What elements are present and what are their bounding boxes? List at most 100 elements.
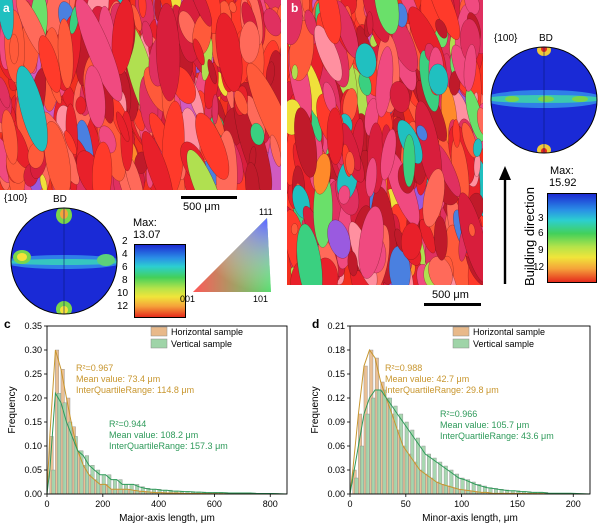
color-scale-a bbox=[134, 244, 186, 318]
grain bbox=[327, 219, 351, 259]
grain bbox=[326, 107, 344, 165]
y-tick-label: 0.15 bbox=[24, 417, 42, 427]
grain bbox=[64, 130, 77, 155]
panel-label-d: d bbox=[312, 317, 320, 331]
bar bbox=[410, 429, 415, 495]
legend-swatch bbox=[452, 338, 470, 349]
grain bbox=[269, 134, 281, 167]
max-label-a: Max: bbox=[133, 217, 157, 229]
bar bbox=[112, 479, 117, 495]
bar bbox=[371, 397, 376, 495]
grain bbox=[291, 64, 299, 80]
panel-label-c: c bbox=[4, 317, 11, 331]
pole-figure-a bbox=[10, 207, 118, 315]
annotation-mean: Mean value: 105.7 μm bbox=[440, 420, 529, 430]
bar bbox=[460, 477, 465, 495]
annotation-r2: R²=0.967 bbox=[76, 363, 113, 373]
bar bbox=[404, 421, 409, 495]
grain bbox=[464, 0, 480, 15]
bar bbox=[399, 413, 404, 495]
y-tick-label: 0.30 bbox=[24, 345, 42, 355]
x-tick-label: 0 bbox=[44, 499, 49, 509]
grain bbox=[468, 223, 476, 237]
scale-level-b-4: 12 bbox=[533, 262, 545, 273]
annotation-iqr: InterQuartileRange: 43.6 μm bbox=[440, 431, 554, 441]
grain bbox=[263, 8, 281, 37]
y-tick-label: 0.03 bbox=[327, 465, 345, 475]
scale-bar-text-b: 500 μm bbox=[432, 289, 469, 301]
ipf-label-111: 111 bbox=[259, 207, 273, 217]
grain bbox=[296, 223, 323, 285]
grain bbox=[366, 11, 374, 36]
grain bbox=[345, 151, 355, 175]
grain bbox=[195, 112, 230, 180]
scale-level-a-5: 10 bbox=[117, 288, 129, 299]
ipf-color-key bbox=[193, 218, 271, 292]
grain bbox=[365, 157, 378, 198]
annotation-mean: Mean value: 108.2 μm bbox=[109, 430, 198, 440]
y-tick-label: 0.12 bbox=[327, 393, 345, 403]
scale-level-a-4: 8 bbox=[122, 275, 128, 286]
grain bbox=[422, 168, 445, 228]
scale-level-b-2: 6 bbox=[538, 228, 544, 239]
grain bbox=[476, 107, 483, 136]
grain bbox=[234, 90, 249, 115]
legend-label: Horizontal sample bbox=[473, 327, 545, 337]
bar bbox=[365, 413, 370, 495]
grain bbox=[416, 125, 428, 141]
ipf-label-001: 001 bbox=[180, 294, 196, 304]
x-tick-label: 200 bbox=[95, 499, 110, 509]
grain bbox=[16, 65, 48, 152]
bar bbox=[393, 405, 398, 495]
ebsd-map-b bbox=[287, 0, 483, 285]
annotation-iqr: InterQuartileRange: 29.8 μm bbox=[385, 385, 499, 395]
grain bbox=[318, 0, 342, 45]
x-tick-label: 100 bbox=[454, 499, 469, 509]
legend-label: Vertical sample bbox=[171, 339, 232, 349]
x-tick-label: 150 bbox=[510, 499, 525, 509]
x-axis-label: Major-axis length, μm bbox=[119, 513, 215, 524]
y-tick-label: 0.00 bbox=[24, 489, 42, 499]
grain bbox=[207, 59, 217, 85]
panel-label-b: b bbox=[291, 1, 299, 15]
ebsd-map-a bbox=[0, 0, 281, 190]
grain bbox=[452, 119, 461, 148]
ipf-label-101: 101 bbox=[253, 294, 269, 304]
annotation-r2: R²=0.944 bbox=[109, 419, 146, 429]
annotation-iqr: InterQuartileRange: 114.8 μm bbox=[76, 385, 194, 395]
scale-level-a-1: 2 bbox=[122, 236, 128, 247]
max-value-a: 13.07 bbox=[133, 229, 161, 241]
y-tick-label: 0.15 bbox=[327, 369, 345, 379]
grain bbox=[75, 96, 87, 115]
scale-level-a-6: 12 bbox=[117, 301, 129, 312]
grain bbox=[141, 131, 174, 190]
grain bbox=[347, 250, 358, 277]
grain bbox=[141, 20, 153, 48]
histogram-minor-axis: 0.00 0.03 0.06 0.09 0.12 0.15 0.18 0.21 0 50 100 15… bbox=[310, 321, 591, 524]
grain bbox=[314, 25, 343, 82]
grain bbox=[43, 121, 72, 190]
grain bbox=[0, 0, 14, 40]
building-direction-arrow bbox=[499, 166, 511, 284]
y-tick-label: 0.10 bbox=[24, 441, 42, 451]
scale-bar-line-a bbox=[181, 196, 237, 199]
grain bbox=[375, 46, 394, 118]
grain bbox=[338, 185, 351, 205]
fit-curve bbox=[349, 348, 591, 495]
annotation-r2: R²=0.966 bbox=[440, 409, 477, 419]
y-axis-label: Frequency bbox=[310, 386, 321, 433]
panel-label-a: a bbox=[3, 1, 10, 15]
grain bbox=[428, 63, 449, 96]
bar bbox=[427, 453, 431, 495]
grain bbox=[228, 1, 237, 13]
x-tick-label: 600 bbox=[207, 499, 222, 509]
fit-curve bbox=[349, 389, 591, 495]
y-tick-label: 0.06 bbox=[327, 441, 345, 451]
bar bbox=[432, 457, 437, 495]
grain bbox=[426, 0, 461, 40]
grain bbox=[290, 223, 299, 235]
y-tick-label: 0.35 bbox=[24, 321, 42, 331]
pole-direction-label-a: BD bbox=[53, 194, 67, 205]
annotation-r2: R²=0.988 bbox=[385, 363, 422, 373]
legend-label: Vertical sample bbox=[473, 339, 534, 349]
